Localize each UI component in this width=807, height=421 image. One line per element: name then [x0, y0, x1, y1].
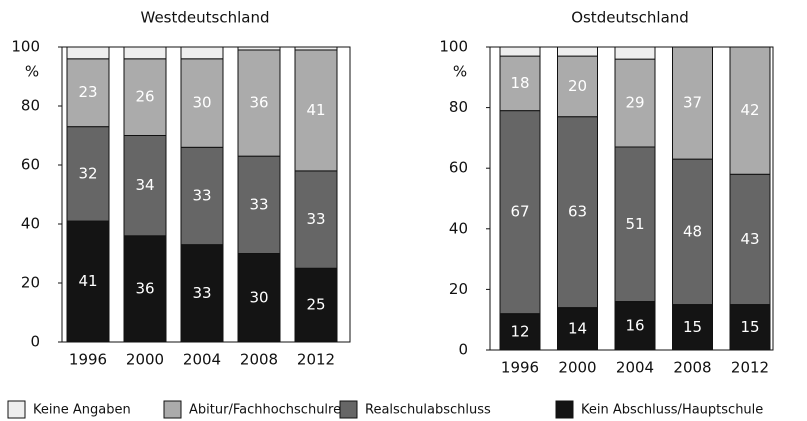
x-tick-label: 2000 — [558, 359, 596, 377]
bar-segment — [499, 313, 541, 351]
y-tick-label: 0 — [458, 341, 468, 359]
x-tick-label: 2004 — [616, 359, 654, 377]
bar-segment — [237, 253, 281, 343]
legend-swatch — [555, 400, 574, 419]
data-label: 26 — [135, 88, 154, 106]
data-label: 12 — [510, 322, 529, 340]
bar-segment — [557, 46, 598, 57]
y-axis-label: % — [25, 63, 39, 81]
x-tick-label: 2012 — [731, 359, 769, 377]
data-label: 48 — [683, 222, 702, 240]
bar-segment — [294, 170, 338, 269]
bar-segment — [294, 49, 338, 172]
chart-title: Westdeutschland — [141, 9, 270, 27]
bar-segment — [66, 58, 110, 128]
data-label: 16 — [625, 316, 644, 334]
data-label: 33 — [192, 284, 211, 302]
data-label: 41 — [306, 101, 325, 119]
legend-swatch — [7, 400, 26, 419]
bar-segment — [180, 58, 224, 148]
bar-segment — [672, 46, 713, 160]
chart-title: Ostdeutschland — [571, 9, 689, 27]
data-label: 14 — [568, 319, 587, 337]
data-label: 29 — [625, 94, 644, 112]
y-axis-label: % — [453, 63, 467, 81]
x-tick-label: 1996 — [501, 359, 539, 377]
bar-segment — [123, 135, 167, 237]
bar-segment — [66, 126, 110, 222]
data-label: 15 — [683, 318, 702, 336]
data-label: 20 — [568, 77, 587, 95]
y-tick-label: 100 — [439, 38, 468, 56]
y-tick-label: 40 — [21, 215, 40, 233]
x-tick-label: 2000 — [126, 351, 164, 369]
y-tick-label: 0 — [30, 333, 40, 351]
data-label: 25 — [306, 296, 325, 314]
y-tick-label: 100 — [11, 38, 40, 56]
data-label: 33 — [249, 195, 268, 213]
y-tick-label: 80 — [449, 98, 468, 116]
x-tick-label: 2008 — [673, 359, 711, 377]
data-label: 15 — [740, 318, 759, 336]
data-label: 36 — [135, 279, 154, 297]
x-tick-label: 2012 — [297, 351, 335, 369]
bar-segment — [180, 244, 224, 343]
bar-segment — [557, 55, 598, 118]
data-label: 18 — [510, 74, 529, 92]
data-label: 33 — [192, 186, 211, 204]
data-label: 37 — [683, 94, 702, 112]
data-label: 30 — [192, 94, 211, 112]
legend-swatch — [163, 400, 182, 419]
bar-segment — [614, 46, 656, 60]
x-tick-label: 2008 — [240, 351, 278, 369]
bar-segment — [614, 58, 656, 148]
y-tick-label: 40 — [449, 219, 468, 237]
data-label: 34 — [135, 176, 154, 194]
y-tick-label: 20 — [21, 274, 40, 292]
y-tick-label: 20 — [449, 280, 468, 298]
bar-segment — [66, 46, 110, 60]
legend-label: Realschulabschluss — [365, 403, 491, 418]
data-label: 42 — [740, 101, 759, 119]
bar-segment — [614, 146, 656, 303]
bar-segment — [499, 110, 541, 315]
data-label: 33 — [306, 210, 325, 228]
legend-label: Abitur/Fachhochschulreife — [189, 403, 357, 418]
y-tick-label: 60 — [21, 156, 40, 174]
bar-segment — [180, 146, 224, 246]
data-label: 23 — [78, 83, 97, 101]
data-label: 43 — [740, 230, 759, 248]
bar-segment — [294, 267, 338, 343]
legend-label: Kein Abschluss/Hauptschule — [581, 403, 763, 418]
bar-segment — [123, 58, 167, 136]
x-tick-label: 1996 — [69, 351, 107, 369]
data-label: 63 — [568, 203, 587, 221]
data-label: 32 — [78, 164, 97, 182]
bar-segment — [557, 307, 598, 351]
data-label: 67 — [510, 203, 529, 221]
bar-segment — [672, 304, 713, 351]
bar-segment — [499, 55, 541, 112]
plot-frame — [61, 46, 351, 343]
data-label: 41 — [78, 272, 97, 290]
bar-segment — [237, 49, 281, 157]
bar-segment — [237, 155, 281, 254]
bar-segment — [499, 46, 541, 57]
x-tick-label: 2004 — [183, 351, 221, 369]
data-label: 51 — [625, 215, 644, 233]
data-label: 36 — [249, 94, 268, 112]
plot-frame — [489, 46, 774, 351]
data-label: 30 — [249, 288, 268, 306]
bar-segment — [123, 46, 167, 60]
bar-segment — [180, 46, 224, 60]
legend-label: Keine Angaben — [33, 403, 131, 418]
y-tick-label: 80 — [21, 97, 40, 115]
legend-swatch — [339, 400, 358, 419]
y-tick-label: 60 — [449, 159, 468, 177]
bar-segment — [672, 158, 713, 306]
